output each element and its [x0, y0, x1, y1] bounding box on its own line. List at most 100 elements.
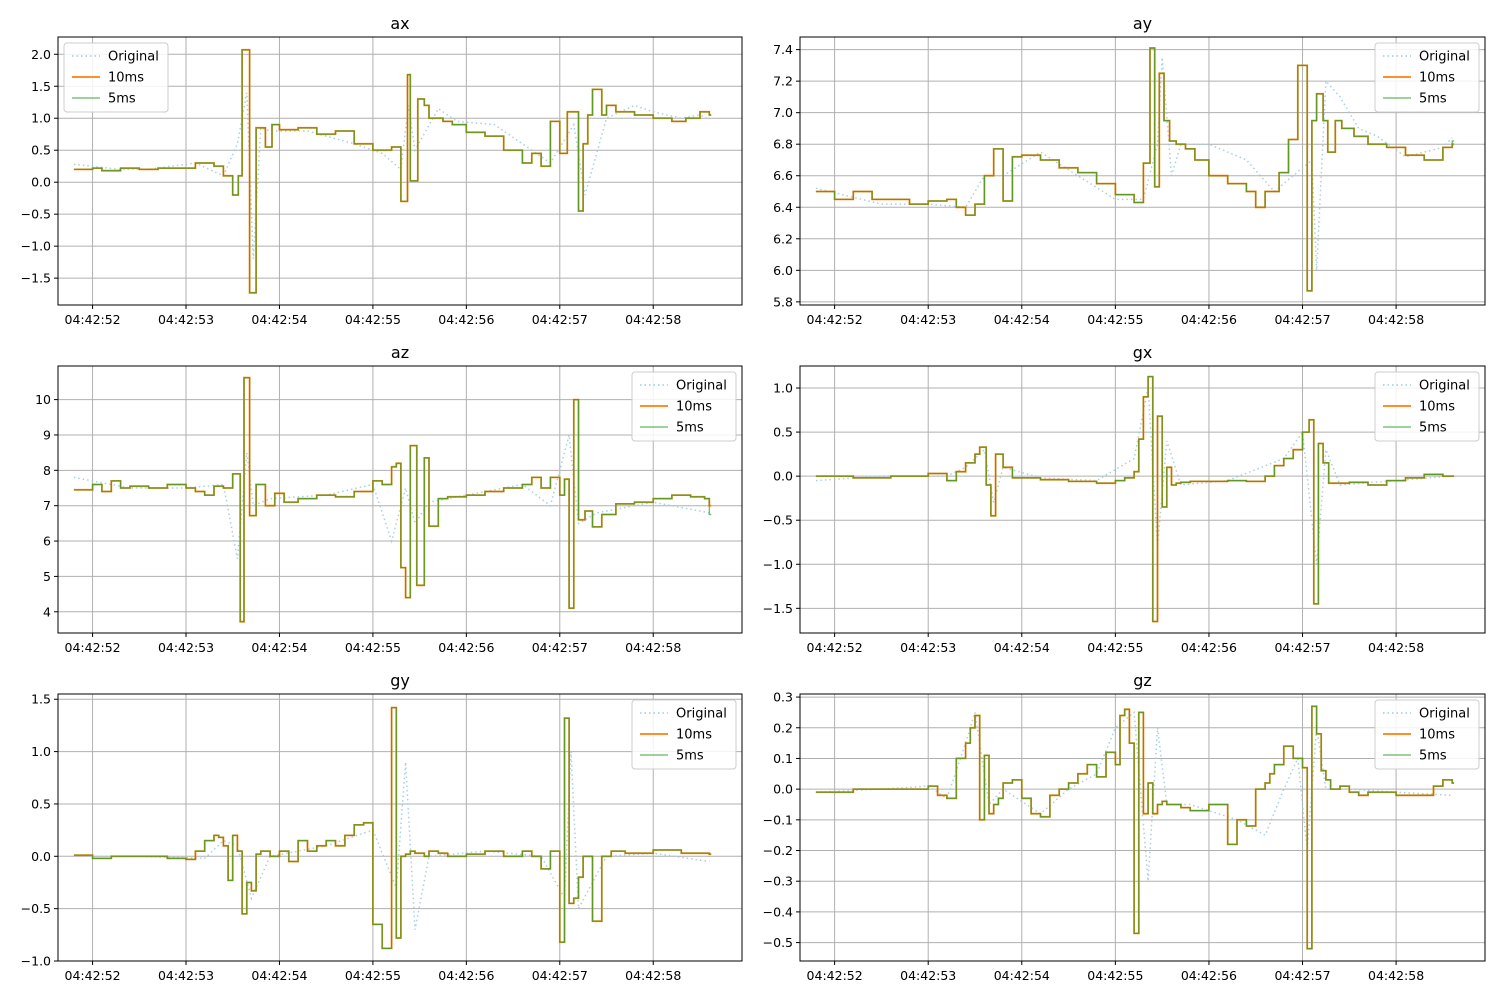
legend: Original 10ms 5ms: [63, 42, 169, 113]
plot-area: [73, 376, 712, 623]
y-tick-label: 6.4: [773, 200, 793, 215]
subplot-az: az 04:42:52 04:42:53 04:42:54 04:42:55 04:42:…: [35, 343, 743, 655]
x-tick-label: 04:42:53: [158, 312, 214, 327]
x-tick-label: 04:42:55: [1087, 640, 1143, 655]
axes-frame: [57, 365, 743, 634]
x-tick-label: 04:42:53: [900, 312, 956, 327]
series-5ms: [815, 705, 1455, 950]
legend-label: 10ms: [1419, 728, 1455, 743]
series-5ms: [815, 47, 1455, 292]
y-tick-label: 0.2: [773, 720, 793, 735]
y-tick-label: 0.5: [773, 425, 793, 440]
y-tick-label: 5.8: [773, 294, 793, 309]
x-tick-label: 04:42:55: [1087, 312, 1143, 327]
y-tick-label: 6.8: [773, 137, 793, 152]
y-tick-label: 7: [43, 498, 51, 513]
x-tick-label: 04:42:54: [251, 312, 307, 327]
subplot-title: ax: [390, 14, 409, 33]
subplot-ax: ax 04:42:52 04:42:53 04:42:54 04:42:55 04:42:…: [21, 14, 743, 327]
legend-label: Original: [1419, 379, 1470, 394]
legend-box: [631, 699, 737, 770]
y-tick-label: 1.0: [31, 111, 51, 126]
series-10ms: [815, 47, 1455, 292]
subplot-title: az: [391, 343, 409, 362]
legend-box: [631, 371, 737, 442]
series-5ms: [73, 377, 712, 623]
y-tick-label: −1.0: [763, 557, 793, 572]
y-tick-label: 0.5: [31, 143, 51, 158]
series-original: [73, 92, 710, 259]
y-tick-label: −0.1: [763, 812, 793, 827]
x-tick-label: 04:42:55: [345, 968, 401, 983]
y-tick-label: −1.0: [21, 954, 51, 969]
y-tick-label: 7.0: [773, 105, 793, 120]
y-tick-label: 5: [43, 569, 51, 584]
subplot-gx: gx 04:42:52 04:42:53 04:42:54 04:42:55 04:42:…: [763, 343, 1486, 655]
legend-label: 10ms: [676, 728, 712, 743]
y-tick-label: 0.0: [773, 782, 793, 797]
series-10ms: [73, 706, 712, 950]
y-tick-label: −1.5: [21, 271, 51, 286]
plot-area: [73, 48, 712, 294]
x-tick-label: 04:42:52: [65, 312, 121, 327]
x-tick-label: 04:42:58: [1368, 312, 1424, 327]
x-tick-label: 04:42:55: [345, 312, 401, 327]
series-5ms: [73, 707, 712, 949]
y-tick-label: 0.1: [773, 751, 793, 766]
subplot-gz: gz 04:42:52 04:42:53 04:42:54 04:42:55 04:42:…: [763, 671, 1486, 983]
y-tick-label: 7.2: [773, 74, 793, 89]
subplot-title: gy: [390, 671, 410, 690]
plot-area: [815, 705, 1455, 950]
x-tick-label: 04:42:53: [900, 640, 956, 655]
subplot-ay: ay 04:42:52 04:42:53 04:42:54 04:42:55 04:42:…: [773, 14, 1486, 327]
axes-frame: [57, 36, 743, 306]
subplot-title: ay: [1133, 14, 1152, 33]
series-original: [815, 710, 1453, 882]
x-tick-label: 04:42:52: [65, 968, 121, 983]
series-original: [73, 751, 710, 930]
subplot-gy: gy 04:42:52 04:42:53 04:42:54 04:42:55 04:42:…: [21, 671, 743, 983]
y-tick-label: −0.5: [763, 513, 793, 528]
x-tick-label: 04:42:58: [625, 968, 681, 983]
legend-label: 5ms: [1419, 421, 1447, 436]
legend-label: Original: [676, 379, 727, 394]
x-tick-label: 04:42:52: [65, 640, 121, 655]
x-tick-label: 04:42:52: [807, 312, 863, 327]
y-tick-label: 0.5: [31, 796, 51, 811]
x-tick-label: 04:42:56: [438, 640, 494, 655]
y-tick-label: 7.4: [773, 42, 793, 57]
legend-label: 10ms: [1419, 71, 1455, 86]
x-tick-label: 04:42:58: [1368, 640, 1424, 655]
y-tick-label: 1.0: [31, 744, 51, 759]
axes-frame: [799, 365, 1486, 634]
y-tick-label: 0.0: [31, 849, 51, 864]
axes-frame: [799, 693, 1486, 962]
y-tick-label: 6: [43, 534, 51, 549]
axes-frame: [57, 693, 743, 962]
legend-label: 5ms: [676, 749, 704, 764]
x-tick-label: 04:42:57: [1274, 640, 1330, 655]
legend: Original 10ms 5ms: [1374, 699, 1480, 770]
y-tick-label: −0.5: [21, 207, 51, 222]
y-tick-label: 6.0: [773, 263, 793, 278]
x-tick-label: 04:42:57: [532, 968, 588, 983]
y-tick-label: −0.3: [763, 874, 793, 889]
x-tick-label: 04:42:54: [251, 640, 307, 655]
legend-label: 10ms: [108, 71, 144, 86]
y-tick-label: −0.5: [763, 935, 793, 950]
subplot-title: gz: [1133, 671, 1152, 690]
legend-box: [1374, 699, 1480, 770]
x-tick-label: 04:42:54: [994, 640, 1050, 655]
legend: Original 10ms 5ms: [631, 699, 737, 770]
y-tick-label: 4: [43, 604, 51, 619]
x-tick-label: 04:42:56: [1181, 312, 1237, 327]
series-5ms: [73, 49, 712, 294]
axes-frame: [799, 36, 1486, 306]
legend-label: 5ms: [1419, 92, 1447, 107]
x-tick-label: 04:42:53: [158, 968, 214, 983]
y-tick-label: 1.0: [773, 381, 793, 396]
x-tick-label: 04:42:54: [251, 968, 307, 983]
legend-label: 5ms: [108, 92, 136, 107]
y-tick-label: 1.5: [31, 692, 51, 707]
